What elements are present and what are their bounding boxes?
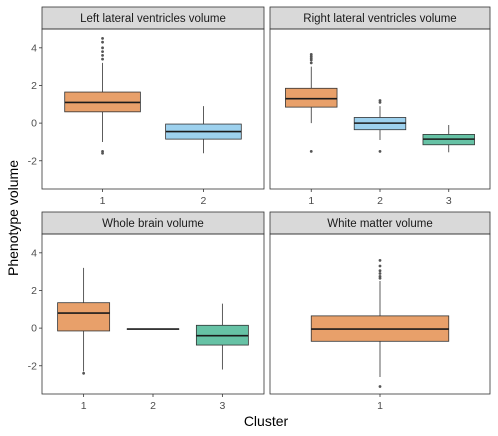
panel-4-xtick-label: 1: [377, 400, 383, 412]
panel-3-ytick-label: 2: [31, 285, 37, 297]
panel-2-box-cluster-2-outlier-point: [378, 149, 382, 153]
panel-2: Right lateral ventricles volume 1 2 3: [269, 6, 491, 207]
panel-1-strip-title: Left lateral ventricles volume: [80, 13, 226, 25]
panel-1-box-cluster-1-outlier-point: [101, 50, 104, 53]
panel-2-xtick-label: 3: [446, 195, 452, 207]
panel-1-box-cluster-1: [64, 37, 141, 155]
panel-1-box-cluster-1-outlier-point: [101, 57, 104, 61]
panel-1-box-cluster-2: [165, 106, 242, 154]
panel-1-box-cluster-1-outlier-point: [101, 40, 104, 44]
panel-2-box-cluster-1-outlier-point: [309, 53, 313, 56]
panel-4-box-cluster-1-outlier-point: [378, 272, 382, 275]
panel-1-ytick-label: 0: [31, 118, 37, 130]
panel-3-xtick-label: 1: [81, 400, 87, 412]
panel-1-box-cluster-1-outlier-point: [101, 37, 104, 40]
panel-3-strip-title: Whole brain volume: [102, 218, 204, 230]
panel-3-box-cluster-1-iqr-box: [57, 302, 111, 332]
panel-2-box-cluster-2-outlier-point: [378, 99, 382, 102]
panel-2-box-cluster-1-iqr-box: [285, 87, 338, 108]
panel-1-box-cluster-1-outlier-point: [101, 53, 104, 57]
panel-3-box-cluster-1: [57, 267, 111, 375]
panel-1-ytick-label: 4: [31, 42, 37, 54]
panel-3: Whole brain volume -2 0 2 4 1 2 3: [28, 211, 265, 412]
panel-2-xtick-label: 1: [308, 195, 314, 207]
panel-1-xtick-label: 1: [100, 195, 106, 207]
panel-2-box-cluster-1-outlier-point: [309, 61, 313, 65]
panel-1-xtick-label: 2: [201, 195, 207, 207]
panel-4: White matter volume 1: [269, 211, 491, 412]
panel-3-xtick-label: 3: [219, 400, 225, 412]
panel-1-ytick-label: -2: [28, 155, 37, 167]
panel-3-xtick-label: 2: [150, 400, 156, 412]
panel-4-box-cluster-1-outlier-point: [378, 385, 382, 388]
panel-2-box-cluster-1: [285, 53, 338, 153]
y-axis-title: Phenotype volume: [5, 160, 21, 276]
panel-4-box-cluster-1-outlier-point: [378, 274, 382, 278]
panel-4-strip-title: White matter volume: [327, 218, 432, 230]
panel-1-box-cluster-1-outlier-point: [101, 46, 104, 50]
x-axis-title: Cluster: [244, 413, 289, 429]
panel-4-box-cluster-1-outlier-point: [378, 258, 382, 262]
panel-1-ytick-label: 2: [31, 80, 37, 92]
panel-2-xtick-label: 2: [377, 195, 383, 207]
panel-2-box-cluster-3: [422, 125, 475, 153]
panel-2-strip-title: Right lateral ventricles volume: [303, 13, 456, 25]
panel-2-box-cluster-1-outlier-point: [309, 149, 313, 153]
panel-2-box-cluster-2: [353, 99, 407, 153]
panel-1: Left lateral ventricles volume -2 0 2 4 1 2: [28, 6, 265, 207]
panel-4-box-cluster-1-outlier-point: [378, 264, 382, 268]
panel-3-box-cluster-3: [195, 303, 249, 370]
panel-4-box-cluster-1: [310, 258, 450, 388]
panel-1-frame: [41, 28, 265, 190]
panel-4-box-cluster-1-outlier-point: [378, 269, 382, 273]
panel-3-box-cluster-1-outlier-point: [82, 371, 86, 375]
panel-3-ytick-label: -2: [28, 360, 37, 372]
panel-1-box-cluster-1-outlier-point: [101, 151, 104, 155]
panel-3-ytick-label: 0: [31, 323, 37, 335]
panel-3-ytick-label: 4: [31, 247, 37, 259]
